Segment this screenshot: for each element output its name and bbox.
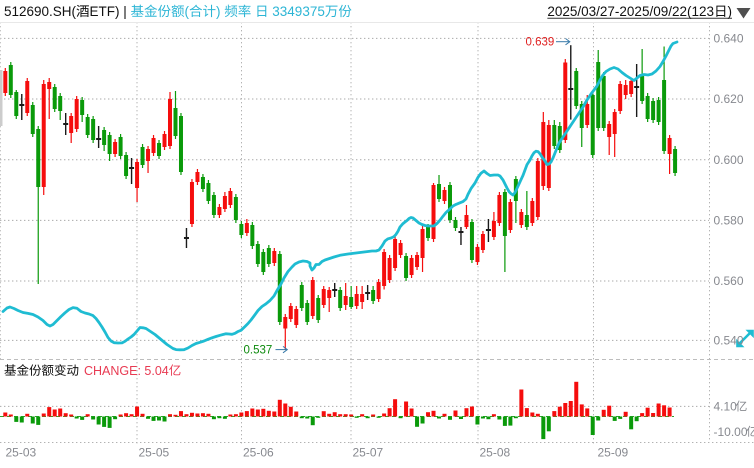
svg-text:25-08: 25-08 [480, 446, 511, 460]
svg-text:0.640: 0.640 [714, 32, 744, 46]
svg-text:25-03: 25-03 [6, 446, 37, 460]
svg-text:2025/03/27-2025/09/22(123: 2025/03/27-2025/09/22(123 [547, 4, 714, 19]
svg-text:-10.00: -10.00 [714, 425, 748, 439]
svg-text:25-06: 25-06 [243, 446, 274, 460]
svg-text:4.10: 4.10 [714, 400, 738, 414]
svg-text:0.639: 0.639 [526, 37, 555, 49]
svg-text:): ) [728, 4, 733, 19]
svg-text:ETF) |: ETF) | [90, 4, 127, 19]
svg-text:0.580: 0.580 [714, 214, 744, 228]
svg-text:512690.SH(: 512690.SH( [4, 4, 77, 19]
svg-text:(: ( [185, 4, 190, 19]
svg-text:25-07: 25-07 [353, 446, 384, 460]
svg-text:0.620: 0.620 [714, 92, 744, 106]
svg-text:CHANGE: 5.04: CHANGE: 5.04 [84, 364, 169, 378]
svg-text:0.600: 0.600 [714, 153, 744, 167]
svg-text:25-05: 25-05 [139, 446, 170, 460]
svg-text:3349375: 3349375 [272, 4, 325, 19]
svg-text:): ) [216, 4, 224, 19]
svg-text:0.560: 0.560 [714, 274, 744, 288]
svg-text:0.540: 0.540 [714, 334, 744, 348]
svg-text:25-09: 25-09 [598, 446, 629, 460]
svg-text:0.537: 0.537 [244, 345, 273, 357]
